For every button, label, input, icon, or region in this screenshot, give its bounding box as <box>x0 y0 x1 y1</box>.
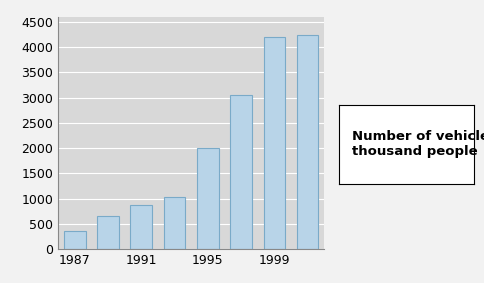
Bar <box>297 35 318 249</box>
Bar <box>131 205 152 249</box>
Bar <box>164 197 185 249</box>
Bar <box>230 95 252 249</box>
Bar <box>264 37 285 249</box>
Text: Number of vehicles per
thousand people: Number of vehicles per thousand people <box>352 130 484 158</box>
Bar <box>197 148 219 249</box>
Bar <box>64 231 86 249</box>
Bar <box>97 216 119 249</box>
